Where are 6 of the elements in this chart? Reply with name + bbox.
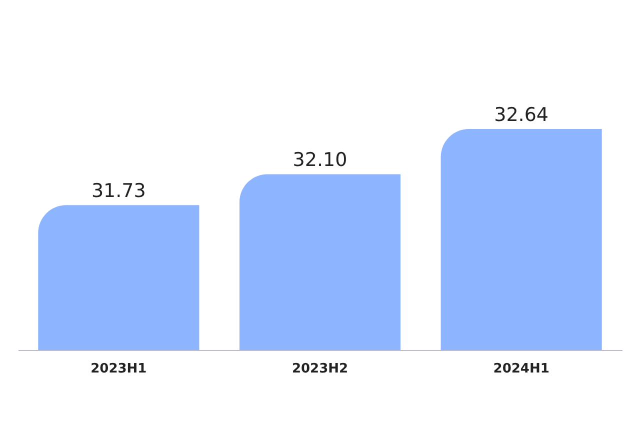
data-label: 32.10 (292, 149, 348, 172)
x-tick-label: 2024H1 (493, 362, 550, 376)
x-tick-label: 2023H2 (292, 362, 348, 376)
data-label: 32.64 (494, 104, 549, 126)
data-label: 31.73 (91, 180, 146, 202)
x-tick-label: 2023H1 (90, 362, 147, 376)
